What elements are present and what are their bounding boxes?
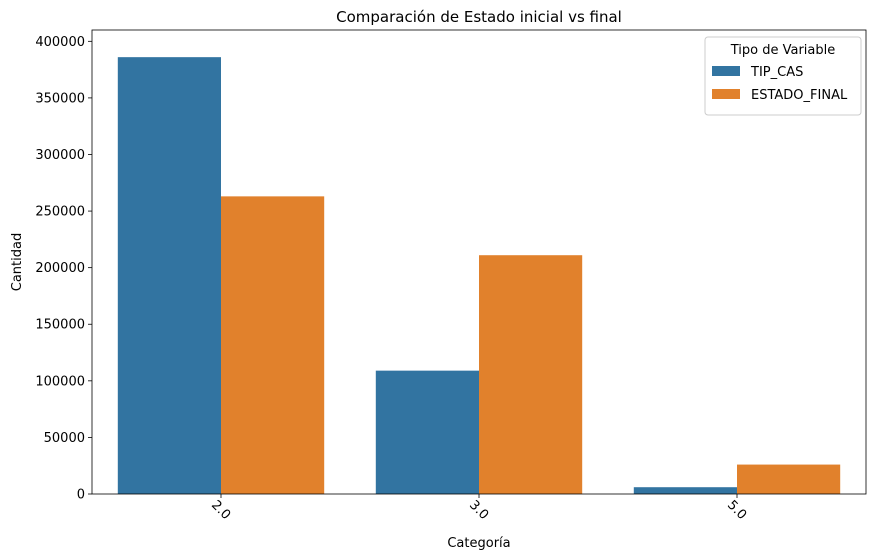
legend: Tipo de Variable TIP_CAS ESTADO_FINAL <box>704 36 862 116</box>
bar-estado-final-3-0 <box>479 255 583 494</box>
bar-estado-final-2-0 <box>221 196 325 495</box>
x-tick-label: 3.0 <box>466 498 491 523</box>
legend-swatch <box>712 66 740 76</box>
y-tick-label: 350000 <box>35 91 85 106</box>
y-tick-label: 150000 <box>35 318 85 333</box>
y-tick-label: 400000 <box>35 35 85 50</box>
y-tick-label: 50000 <box>44 431 85 446</box>
bar-tip-cas-3-0 <box>375 370 479 494</box>
bar-tip-cas-2-0 <box>117 57 221 494</box>
y-tick-label: 300000 <box>35 148 85 163</box>
x-tick-label: 2.0 <box>208 498 233 523</box>
y-tick-label: 200000 <box>35 261 85 276</box>
legend-swatch <box>712 89 740 99</box>
legend-label: ESTADO_FINAL <box>751 88 848 103</box>
bar-estado-final-5-0 <box>737 464 841 494</box>
bar-tip-cas-5-0 <box>633 487 737 494</box>
x-tick-label: 5.0 <box>724 498 749 523</box>
y-tick-label: 100000 <box>35 374 85 389</box>
bars-layer <box>117 57 841 495</box>
y-tick-label: 250000 <box>35 205 85 220</box>
x-axis-ticks: 2.0 3.0 5.0 <box>208 494 749 523</box>
legend-title: Tipo de Variable <box>730 43 836 58</box>
y-axis-ticks: 0 50000 100000 150000 200000 250000 300000 3500… <box>35 35 92 503</box>
legend-label: TIP_CAS <box>750 65 803 80</box>
legend-frame <box>704 36 862 116</box>
legend-items: TIP_CAS ESTADO_FINAL <box>712 65 848 103</box>
y-axis-title: Cantidad <box>10 233 25 291</box>
y-tick-label: 0 <box>77 488 85 503</box>
x-axis-title: Categoría <box>447 536 510 551</box>
chart-title: Comparación de Estado inicial vs final <box>336 8 622 26</box>
